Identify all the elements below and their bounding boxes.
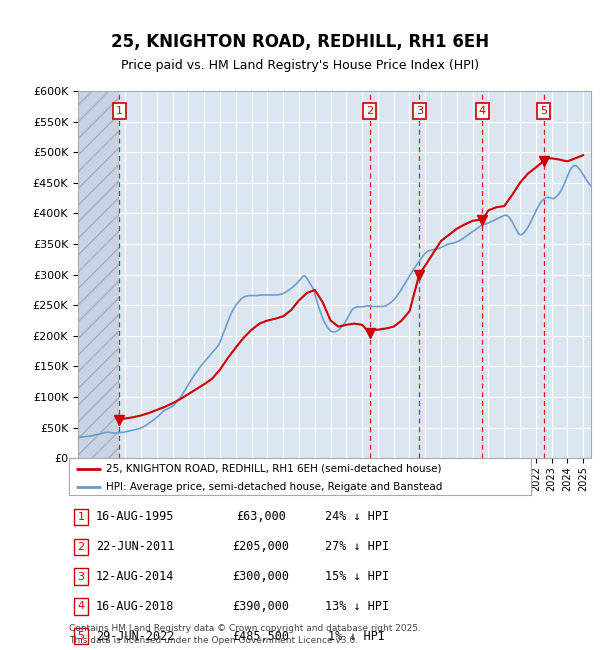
Text: 25, KNIGHTON ROAD, REDHILL, RH1 6EH: 25, KNIGHTON ROAD, REDHILL, RH1 6EH — [111, 33, 489, 51]
Text: 1: 1 — [116, 106, 123, 116]
Text: £485,500: £485,500 — [233, 630, 290, 643]
Text: 4: 4 — [479, 106, 486, 116]
Text: £205,000: £205,000 — [233, 540, 290, 553]
Text: 5: 5 — [77, 631, 85, 642]
Text: 16-AUG-1995: 16-AUG-1995 — [96, 510, 174, 523]
Text: 29-JUN-2022: 29-JUN-2022 — [96, 630, 174, 643]
Text: 3: 3 — [416, 106, 423, 116]
Text: 1: 1 — [77, 512, 85, 522]
Text: 2: 2 — [366, 106, 373, 116]
Text: Contains HM Land Registry data © Crown copyright and database right 2025.
This d: Contains HM Land Registry data © Crown c… — [69, 624, 421, 645]
Text: 4: 4 — [77, 601, 85, 612]
Bar — [78, 91, 119, 458]
Text: Price paid vs. HM Land Registry's House Price Index (HPI): Price paid vs. HM Land Registry's House … — [121, 58, 479, 72]
Text: 22-JUN-2011: 22-JUN-2011 — [96, 540, 174, 553]
Text: 12-AUG-2014: 12-AUG-2014 — [96, 570, 174, 583]
Text: 1% ↓ HPI: 1% ↓ HPI — [329, 630, 386, 643]
Text: 3: 3 — [77, 571, 85, 582]
Text: HPI: Average price, semi-detached house, Reigate and Banstead: HPI: Average price, semi-detached house,… — [106, 482, 442, 492]
Text: 25, KNIGHTON ROAD, REDHILL, RH1 6EH (semi-detached house): 25, KNIGHTON ROAD, REDHILL, RH1 6EH (sem… — [106, 463, 442, 474]
Text: £390,000: £390,000 — [233, 600, 290, 613]
Text: 13% ↓ HPI: 13% ↓ HPI — [325, 600, 389, 613]
Text: 24% ↓ HPI: 24% ↓ HPI — [325, 510, 389, 523]
Text: 2: 2 — [77, 541, 85, 552]
Text: 16-AUG-2018: 16-AUG-2018 — [96, 600, 174, 613]
Text: £300,000: £300,000 — [233, 570, 290, 583]
Text: 27% ↓ HPI: 27% ↓ HPI — [325, 540, 389, 553]
Text: £63,000: £63,000 — [236, 510, 286, 523]
Text: 5: 5 — [540, 106, 547, 116]
Text: 15% ↓ HPI: 15% ↓ HPI — [325, 570, 389, 583]
